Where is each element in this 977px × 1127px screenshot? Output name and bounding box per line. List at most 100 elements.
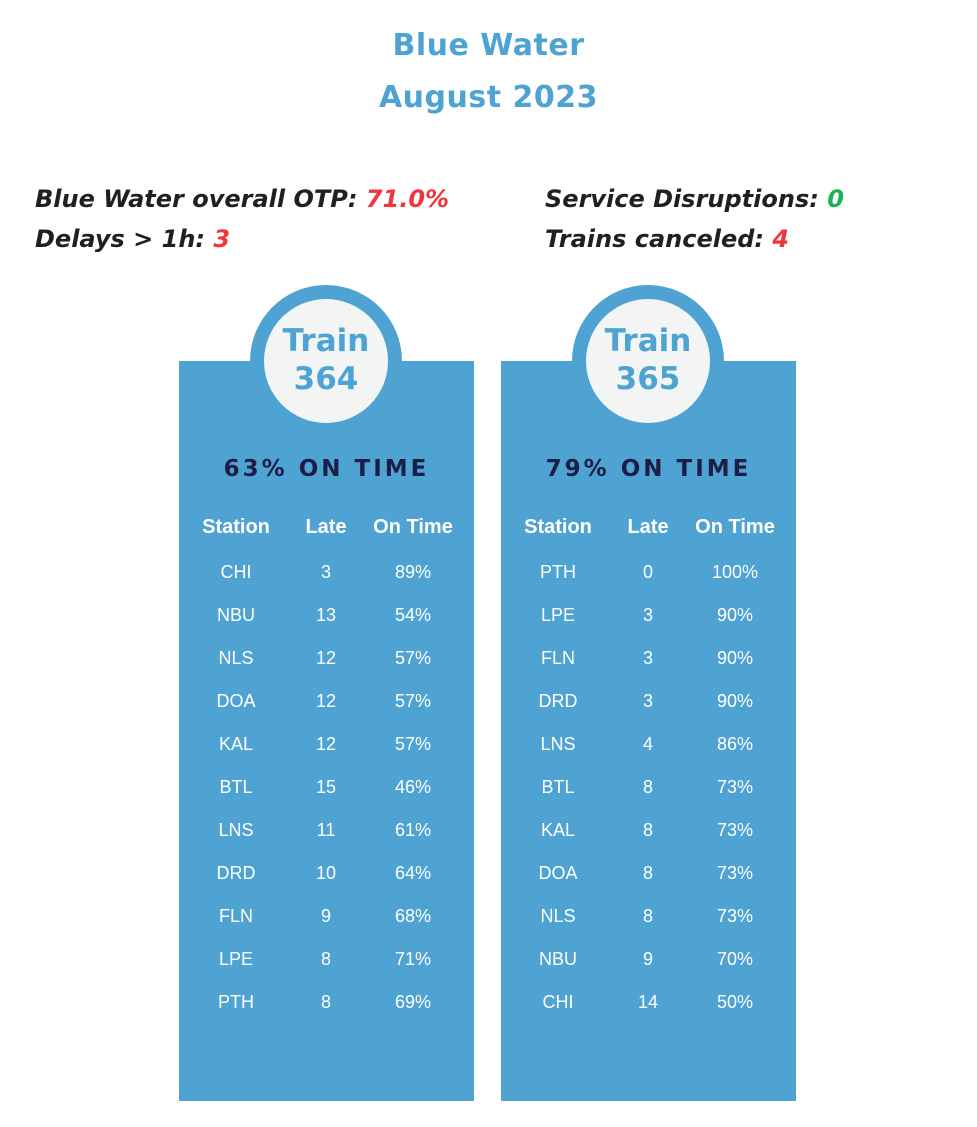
delays-label: Delays > 1h:	[35, 225, 214, 253]
station-cell: CHI	[542, 992, 574, 1012]
table-row: LPE 3 90%	[501, 604, 796, 647]
train-badge-word: Train	[604, 323, 692, 359]
train-badge-circle: Train 365	[586, 299, 710, 423]
station-cell: BTL	[541, 777, 575, 797]
on-time-cell: 90%	[716, 648, 754, 668]
table-row: BTL 15 46%	[179, 776, 474, 819]
station-cell: DRD	[538, 691, 578, 711]
late-cell: 12	[315, 691, 337, 711]
late-cell: 8	[642, 777, 653, 797]
late-cell: 14	[637, 992, 659, 1012]
table-body: PTH 0 100% LPE 3 90% FLN 3 90% DRD 3 90% LNS 4 86%…	[501, 561, 796, 1034]
on-time-heading: 79% ON TIME	[545, 456, 752, 482]
late-cell: 3	[642, 648, 653, 668]
train-365-panel: Train 365 79% ON TIME Station Late On Ti…	[501, 285, 796, 1101]
table-row: LPE 8 71%	[179, 948, 474, 991]
table-row: NLS 12 57%	[179, 647, 474, 690]
table-row: PTH 8 69%	[179, 991, 474, 1034]
late-cell: 9	[642, 949, 653, 969]
late-cell: 12	[315, 648, 337, 668]
late-cell: 0	[642, 562, 653, 582]
late-cell: 8	[320, 992, 331, 1012]
train-number: 365	[615, 361, 681, 397]
station-cell: NLS	[218, 648, 254, 668]
late-cell: 15	[315, 777, 337, 797]
disruptions-label: Service Disruptions:	[545, 185, 828, 213]
overall-otp-stat: Blue Water overall OTP: 71.0%	[35, 185, 449, 213]
station-cell: KAL	[218, 734, 254, 754]
on-time-cell: 61%	[394, 820, 432, 840]
table-row: DOA 8 73%	[501, 862, 796, 905]
station-cell: NBU	[216, 605, 255, 625]
table-row: NBU 9 70%	[501, 948, 796, 991]
station-cell: NBU	[538, 949, 577, 969]
table-row: KAL 12 57%	[179, 733, 474, 776]
on-time-cell: 57%	[394, 691, 432, 711]
on-time-cell: 68%	[394, 906, 432, 926]
late-header: Late	[305, 516, 347, 538]
station-cell: FLN	[540, 648, 575, 668]
on-time-cell: 64%	[394, 863, 432, 883]
overall-otp-value: 71.0%	[365, 185, 450, 213]
train-badge: Train 364	[250, 285, 402, 437]
on-time-cell: 46%	[394, 777, 432, 797]
station-header: Station	[202, 516, 270, 538]
on-time-cell: 86%	[716, 734, 754, 754]
station-cell: PTH	[218, 992, 254, 1012]
on-time-cell: 73%	[716, 863, 754, 883]
station-cell: KAL	[540, 820, 576, 840]
on-time-cell: 71%	[394, 949, 432, 969]
train-364-panel: Train 364 63% ON TIME Station Late On Ti…	[179, 285, 474, 1101]
late-cell: 13	[315, 605, 337, 625]
table-row: BTL 8 73%	[501, 776, 796, 819]
table-row: KAL 8 73%	[501, 819, 796, 862]
late-cell: 11	[316, 820, 336, 840]
station-cell: LPE	[540, 605, 576, 625]
overall-otp-label: Blue Water overall OTP:	[35, 185, 366, 213]
on-time-cell: 73%	[716, 777, 754, 797]
on-time-cell: 70%	[716, 949, 754, 969]
table-row: DRD 10 64%	[179, 862, 474, 905]
on-time-cell: 69%	[394, 992, 432, 1012]
table-row: FLN 9 68%	[179, 905, 474, 948]
station-header: Station	[524, 516, 592, 538]
late-cell: 4	[642, 734, 653, 754]
late-cell: 12	[315, 734, 337, 754]
disruptions-value: 0	[827, 185, 844, 213]
station-cell: LPE	[218, 949, 254, 969]
late-cell: 3	[642, 605, 653, 625]
on-time-cell: 73%	[716, 820, 754, 840]
table-row: LNS 11 61%	[179, 819, 474, 862]
station-cell: CHI	[220, 562, 252, 582]
table-row: LNS 4 86%	[501, 733, 796, 776]
late-cell: 8	[642, 906, 653, 926]
table-header: Station Late On Time	[179, 516, 474, 540]
station-cell: LNS	[540, 734, 576, 754]
late-cell: 8	[642, 820, 653, 840]
station-cell: NLS	[540, 906, 576, 926]
page-title: Blue Water	[392, 28, 585, 63]
on-time-cell: 90%	[716, 691, 754, 711]
train-badge-circle: Train 364	[264, 299, 388, 423]
late-cell: 9	[320, 906, 331, 926]
on-time-cell: 57%	[394, 734, 432, 754]
late-header: Late	[627, 516, 669, 538]
train-number: 364	[293, 361, 359, 397]
table-header: Station Late On Time	[501, 516, 796, 540]
on-time-cell: 90%	[716, 605, 754, 625]
station-cell: FLN	[218, 906, 253, 926]
station-cell: LNS	[218, 820, 254, 840]
station-cell: DOA	[538, 863, 578, 883]
on-time-cell: 54%	[394, 605, 432, 625]
station-cell: DOA	[216, 691, 256, 711]
table-row: DOA 12 57%	[179, 690, 474, 733]
table-row: CHI 3 89%	[179, 561, 474, 604]
table-row: DRD 3 90%	[501, 690, 796, 733]
train-badge-word: Train	[282, 323, 370, 359]
station-cell: DRD	[216, 863, 256, 883]
delays-stat: Delays > 1h: 3	[35, 225, 230, 253]
late-cell: 10	[315, 863, 337, 883]
on-time-header: On Time	[373, 516, 453, 538]
station-cell: PTH	[540, 562, 576, 582]
late-cell: 3	[320, 562, 331, 582]
